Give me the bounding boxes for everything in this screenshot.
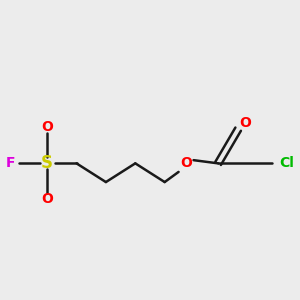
Text: O: O bbox=[180, 156, 192, 170]
Text: Cl: Cl bbox=[280, 156, 295, 170]
Text: O: O bbox=[41, 192, 53, 206]
Text: F: F bbox=[5, 156, 15, 170]
Text: O: O bbox=[239, 116, 251, 130]
Text: S: S bbox=[41, 154, 53, 172]
Text: O: O bbox=[41, 120, 53, 134]
